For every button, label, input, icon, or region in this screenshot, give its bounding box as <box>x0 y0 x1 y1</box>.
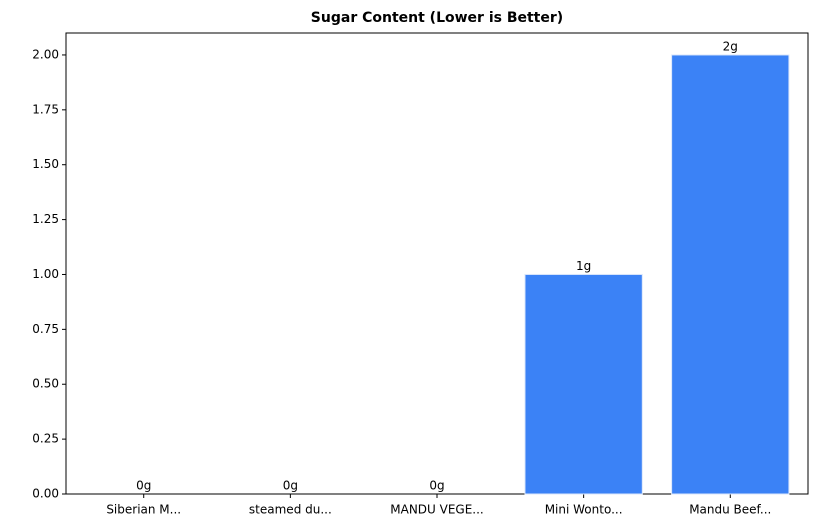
value-label: 0g <box>429 479 444 493</box>
y-tick-label: 0.50 <box>32 377 59 391</box>
y-tick-label: 0.25 <box>32 432 59 446</box>
bar <box>671 54 790 495</box>
x-tick-label: Siberian M... <box>106 503 181 517</box>
x-tick-label: Mandu Beef... <box>689 503 771 517</box>
value-label: 0g <box>283 479 298 493</box>
x-tick-label: steamed du... <box>249 503 332 517</box>
value-label: 0g <box>136 479 151 493</box>
chart-title: Sugar Content (Lower is Better) <box>311 10 563 26</box>
y-tick-label: 1.00 <box>32 267 59 281</box>
x-tick-label: MANDU VEGE... <box>390 503 484 517</box>
y-tick-label: 1.75 <box>32 102 59 116</box>
y-tick-label: 1.50 <box>32 157 59 171</box>
x-tick-label: Mini Wonto... <box>545 503 623 517</box>
y-tick-label: 0.00 <box>32 487 59 501</box>
value-label: 2g <box>723 39 738 53</box>
value-label: 1g <box>576 259 591 273</box>
y-tick-label: 2.00 <box>32 47 59 61</box>
bar <box>524 273 643 495</box>
y-tick-label: 1.25 <box>32 212 59 226</box>
y-tick-label: 0.75 <box>32 322 59 336</box>
